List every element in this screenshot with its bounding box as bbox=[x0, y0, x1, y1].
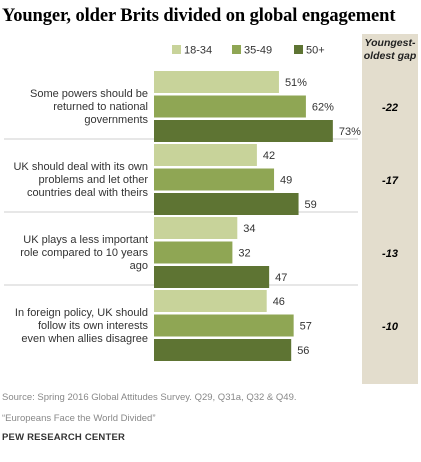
chart-title: Younger, older Brits divided on global e… bbox=[2, 6, 396, 26]
data-label: 32 bbox=[238, 248, 250, 260]
data-label: 59 bbox=[305, 199, 317, 211]
bar bbox=[154, 266, 270, 288]
category-label: In foreign policy, UK should bbox=[15, 307, 148, 319]
category-label: even when allies disagree bbox=[21, 333, 148, 345]
category-label: UK should deal with its own bbox=[13, 161, 148, 173]
gap-column-background bbox=[362, 34, 418, 384]
data-label: 62% bbox=[312, 102, 334, 114]
legend-label: 35-49 bbox=[244, 45, 272, 57]
gap-header-line: oldest gap bbox=[364, 50, 417, 62]
category-label: returned to national bbox=[53, 101, 148, 113]
bar bbox=[154, 290, 267, 312]
category-label: problems and let other bbox=[39, 174, 149, 186]
legend-swatch bbox=[294, 45, 303, 54]
bar bbox=[154, 71, 279, 93]
data-label: 57 bbox=[300, 321, 312, 333]
category-label: role compared to 10 years bbox=[20, 247, 148, 259]
bar bbox=[154, 193, 299, 215]
legend-label: 50+ bbox=[306, 45, 325, 57]
category-label: ago bbox=[130, 260, 148, 272]
report-title-note: “Europeans Face the World Divided” bbox=[2, 413, 156, 424]
data-label: 49 bbox=[280, 175, 292, 187]
legend-swatch bbox=[172, 45, 181, 54]
bar bbox=[154, 314, 294, 337]
pew-credit: PEW RESEARCH CENTER bbox=[2, 432, 126, 443]
gap-header-line: Youngest- bbox=[365, 37, 416, 49]
bar bbox=[154, 120, 333, 142]
gap-column-header: Youngest-oldest gap bbox=[364, 37, 417, 62]
bar bbox=[154, 95, 306, 118]
data-label: 51% bbox=[285, 77, 307, 89]
gap-value: -22 bbox=[382, 102, 398, 114]
legend-label: 18-34 bbox=[184, 45, 212, 57]
legend-swatch bbox=[232, 45, 241, 54]
category-label: follow its own interests bbox=[38, 320, 149, 332]
category-label: UK plays a less important bbox=[23, 234, 148, 246]
bar bbox=[154, 168, 275, 191]
data-label: 42 bbox=[263, 150, 275, 162]
category-label: Some powers should be bbox=[30, 88, 148, 100]
category-label: countries deal with theirs bbox=[27, 187, 149, 199]
bar bbox=[154, 217, 238, 239]
legend: 18-34 35-49 50+ bbox=[172, 45, 325, 57]
data-label: 56 bbox=[297, 345, 309, 357]
source-note: Source: Spring 2016 Global Attitudes Sur… bbox=[2, 392, 297, 403]
gap-value: -13 bbox=[382, 248, 398, 260]
gap-value: -10 bbox=[382, 321, 399, 333]
data-label: 46 bbox=[273, 296, 285, 308]
bar bbox=[154, 241, 233, 264]
data-label: 73% bbox=[339, 126, 361, 138]
bar bbox=[154, 339, 292, 361]
data-label: 47 bbox=[275, 272, 287, 284]
data-label: 34 bbox=[243, 223, 255, 235]
bar bbox=[154, 144, 257, 166]
category-label: governments bbox=[84, 114, 148, 126]
gap-value: -17 bbox=[382, 175, 399, 187]
